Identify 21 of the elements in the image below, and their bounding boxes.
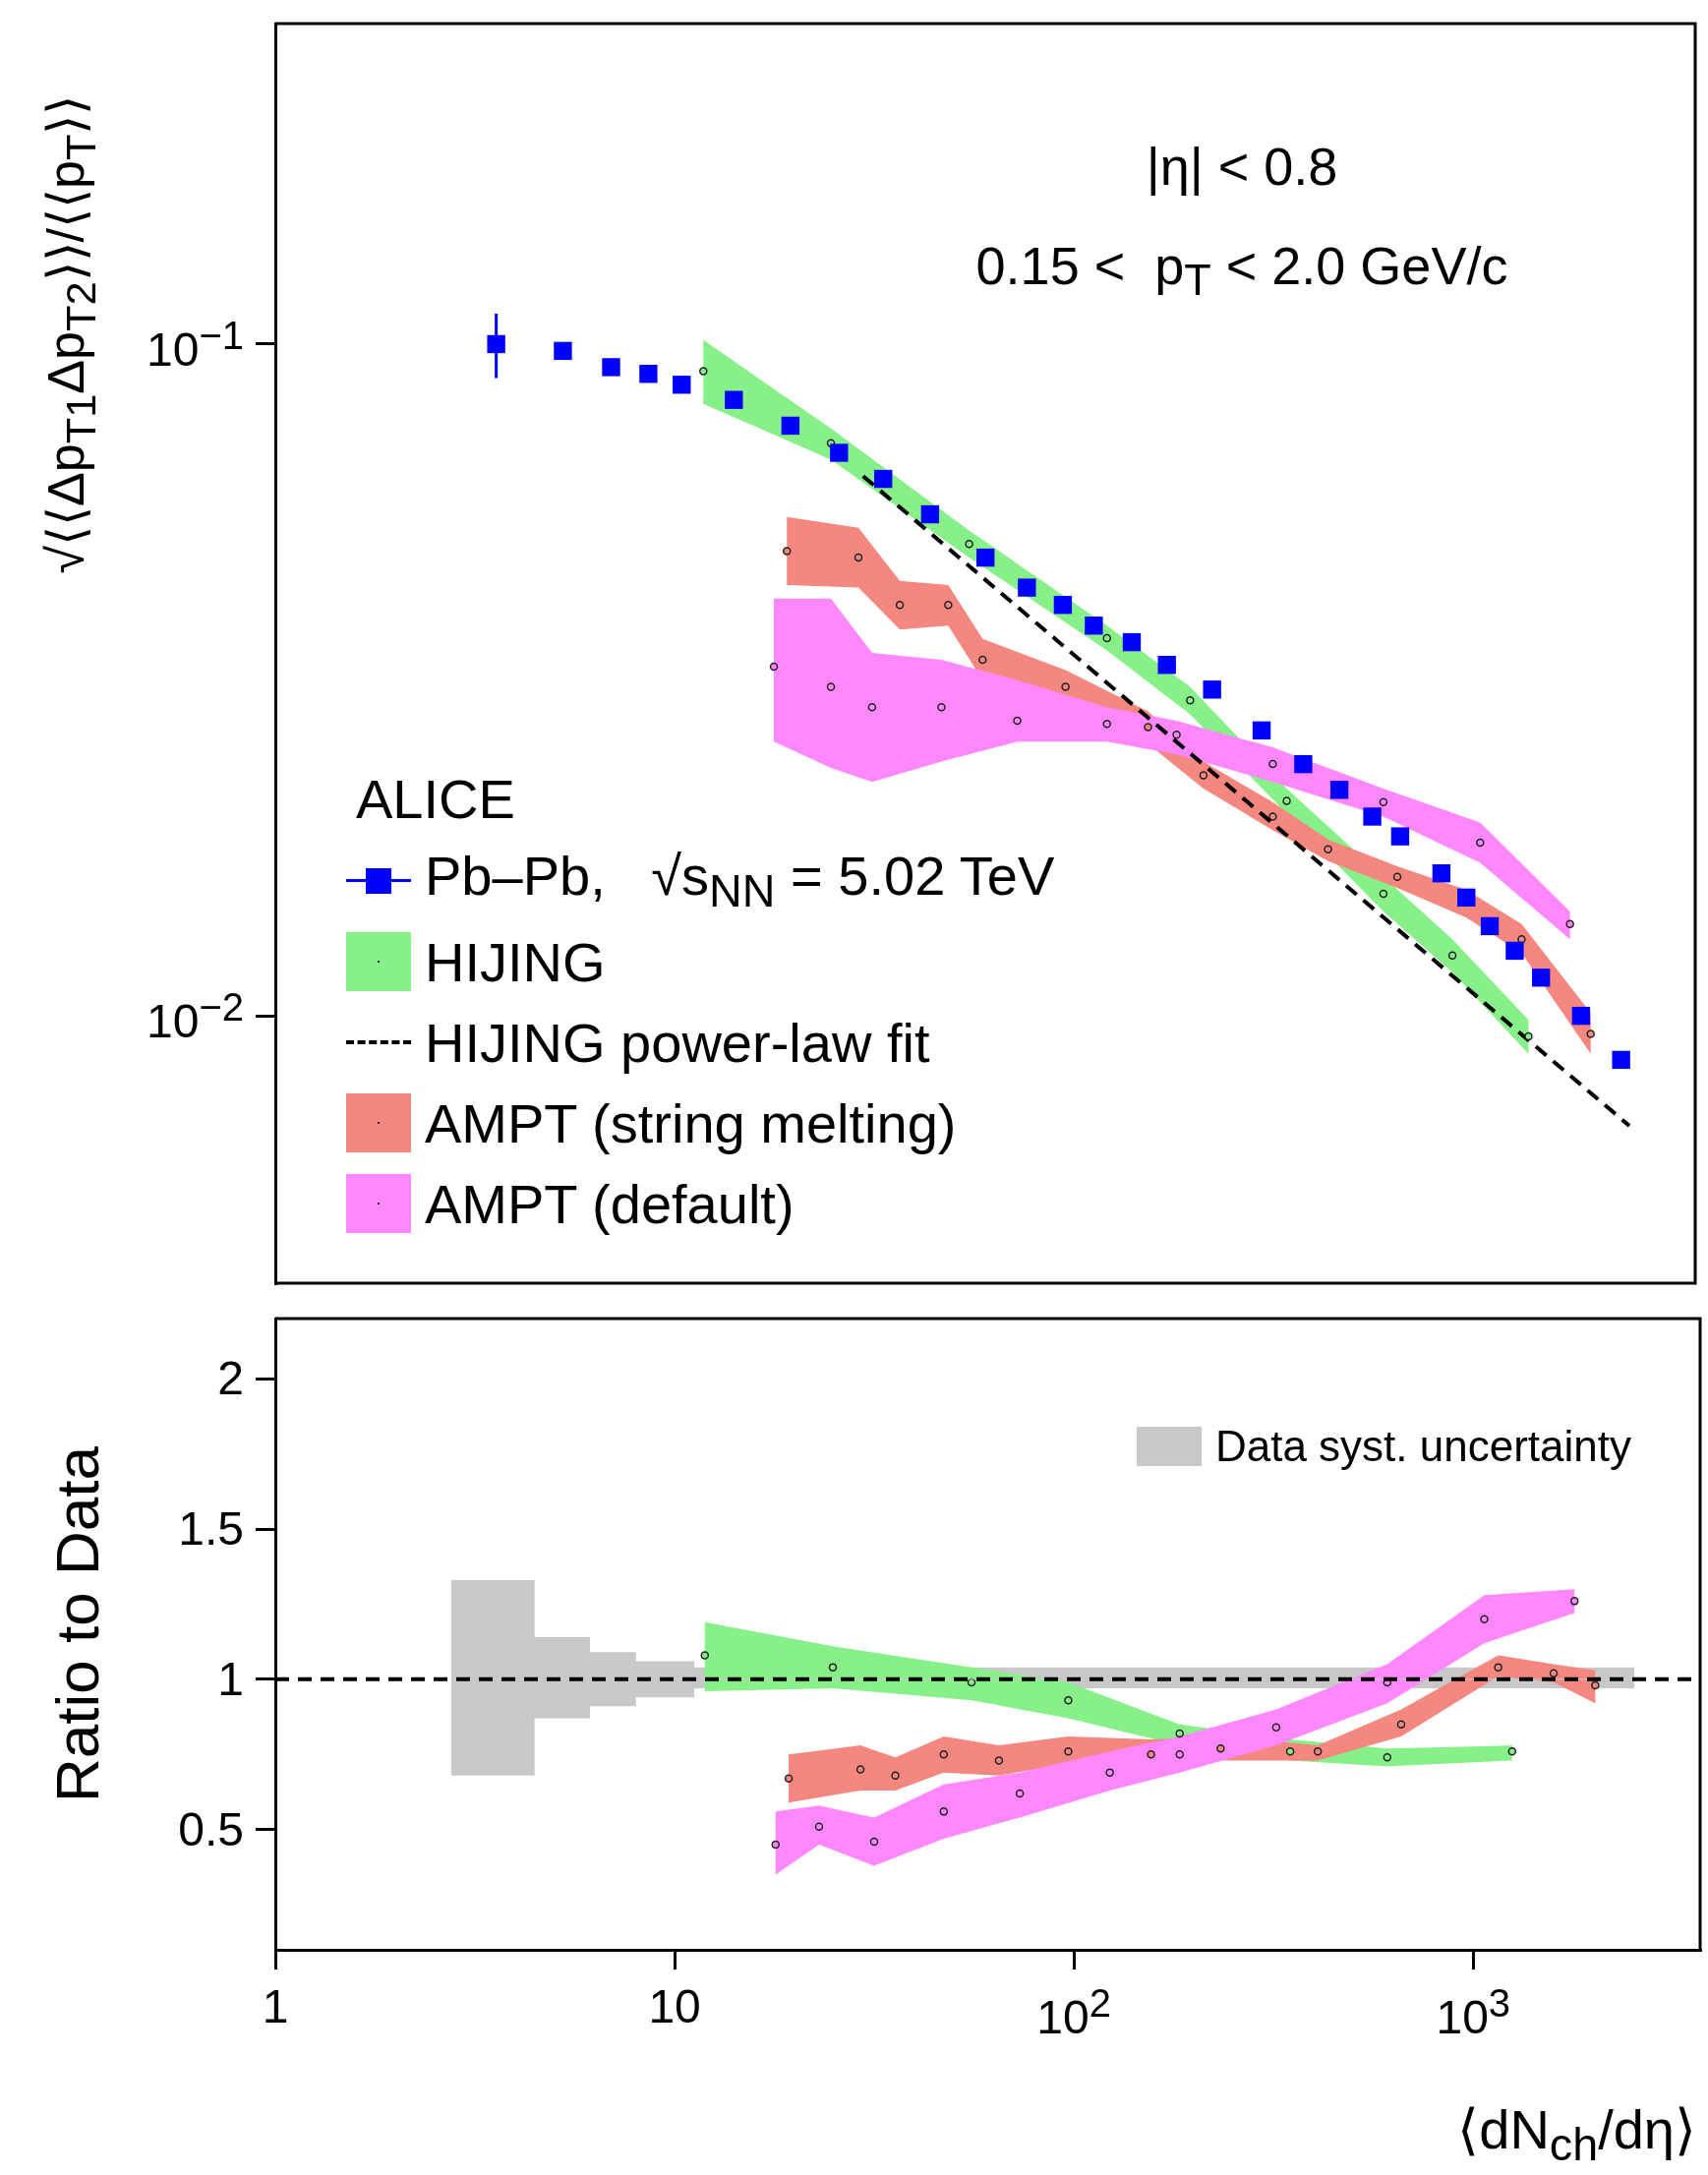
y-tick-label: 1	[217, 1652, 244, 1705]
legend-label: AMPT (string melting)	[425, 1090, 957, 1155]
legend-label: Data syst. uncertainty	[1214, 1422, 1631, 1471]
annotation: 0.15 < p$_{T}$ < 2.0 GeV/c	[975, 234, 1508, 307]
legend-label: AMPT (default)	[425, 1171, 795, 1236]
x-tick-label: 10$^{2}$	[1036, 1981, 1111, 2043]
legend-label: HIJING	[425, 929, 606, 994]
y-tick-label: 0.5	[178, 1802, 244, 1855]
x-tick-label: 10$^{3}$	[1436, 1981, 1511, 2043]
y-tick-label: 10$^{−2}$	[147, 984, 244, 1047]
legend-label: HIJING power-law fit	[425, 1010, 930, 1075]
y-axis-title: Ratio to Data	[41, 1446, 112, 1802]
x-axis-title: ⟨dN$_{ch}$/dη⟩	[1457, 2096, 1696, 2171]
x-tick-label: 10	[648, 1980, 701, 2032]
legend-label: Pb–Pb, √s$_{NN}$ = 5.02 TeV	[425, 844, 1055, 918]
annotation: |η| < 0.8	[1146, 136, 1338, 197]
y-tick-label: 10$^{−1}$	[147, 313, 244, 376]
y-tick-label: 2	[217, 1352, 244, 1405]
x-tick-label: 1	[262, 1980, 289, 2032]
y-tick-label: 1.5	[178, 1502, 244, 1555]
legend-title: ALICE	[356, 767, 516, 831]
